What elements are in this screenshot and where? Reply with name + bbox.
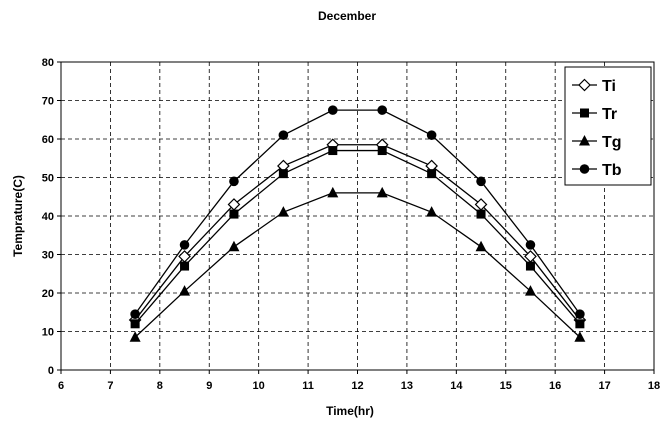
legend-marker-tr [580, 108, 589, 118]
legend-marker-tg [579, 135, 590, 146]
x-tick-label: 17 [598, 380, 610, 392]
x-tick-label: 13 [401, 380, 413, 392]
y-tick-label: 50 [42, 173, 54, 185]
data-point-tb [327, 105, 338, 115]
y-axis: 0 10 20 30 40 50 60 70 80 [42, 57, 61, 377]
data-point-tg [524, 285, 536, 296]
data-point-tr [328, 146, 338, 156]
data-point-tg [179, 285, 191, 296]
y-tick-label: 60 [42, 134, 54, 146]
series-line-tg [134, 192, 581, 338]
x-axis: 6 7 8 9 10 11 12 13 14 15 16 17 18 [58, 370, 660, 392]
data-point-tr [278, 169, 288, 179]
data-point-tb [575, 309, 585, 319]
grid-lines [61, 62, 654, 370]
data-point-tb [278, 130, 289, 140]
series-line-ti [134, 144, 581, 321]
data-point-tb [179, 240, 190, 250]
y-tick-label: 30 [42, 250, 54, 262]
x-tick-label: 18 [648, 380, 660, 392]
series-line-tb [134, 109, 581, 315]
x-tick-label: 15 [500, 380, 512, 392]
data-point-tr [377, 146, 387, 156]
legend-label: Ti [602, 78, 616, 95]
series-group [128, 105, 587, 342]
y-tick-label: 20 [42, 288, 54, 300]
y-tick-label: 10 [42, 327, 54, 339]
x-tick-label: 11 [302, 380, 314, 392]
data-point-tr [525, 261, 535, 271]
data-point-tb [525, 240, 536, 250]
legend-box [564, 66, 652, 186]
y-tick-label: 70 [42, 96, 54, 108]
legend-item-tb: Tb [572, 162, 622, 179]
data-point-tr [229, 209, 239, 219]
data-point-tb [130, 309, 140, 319]
data-point-tg [475, 240, 487, 252]
series-tg [129, 186, 586, 342]
y-tick-label: 40 [42, 211, 54, 223]
legend: Ti Tr Tg Tb [564, 66, 652, 186]
series-tb [130, 105, 585, 319]
x-tick-label: 12 [351, 380, 363, 392]
data-point-tr [476, 209, 486, 219]
data-point-tg [129, 331, 141, 342]
legend-item-tg: Tg [572, 134, 622, 151]
legend-marker-tb [579, 164, 590, 174]
legend-label: Tr [602, 106, 617, 123]
data-point-tg [327, 186, 339, 198]
legend-label: Tg [602, 134, 622, 151]
data-point-tg [277, 206, 289, 217]
data-point-tr [180, 261, 190, 271]
data-point-tb [426, 130, 437, 140]
y-axis-label: Temprature(C) [11, 175, 25, 257]
data-point-tg [376, 186, 388, 198]
legend-item-ti: Ti [572, 78, 616, 95]
legend-marker-ti [578, 78, 591, 92]
x-tick-label: 7 [107, 380, 113, 392]
x-tick-label: 10 [253, 380, 265, 392]
data-point-tg [574, 331, 586, 342]
x-tick-label: 8 [157, 380, 163, 392]
x-tick-label: 16 [549, 380, 561, 392]
x-tick-label: 14 [450, 380, 463, 392]
x-tick-label: 6 [58, 380, 64, 392]
data-point-tb [229, 176, 239, 187]
x-axis-label: Time(hr) [326, 404, 374, 418]
data-point-tr [130, 319, 140, 329]
series-line-tr [134, 149, 581, 325]
series-tr [130, 146, 585, 329]
chart-title: December [318, 9, 376, 23]
y-tick-label: 0 [48, 365, 54, 377]
y-tick-label: 80 [42, 57, 54, 69]
legend-label: Tb [602, 162, 622, 179]
data-point-tr [427, 169, 437, 179]
data-point-tb [377, 105, 388, 115]
legend-item-tr: Tr [572, 106, 617, 123]
data-point-tb [476, 176, 486, 187]
x-tick-label: 9 [206, 380, 212, 392]
data-point-tg [228, 240, 240, 252]
data-point-tr [575, 319, 585, 329]
data-point-tg [426, 206, 438, 217]
